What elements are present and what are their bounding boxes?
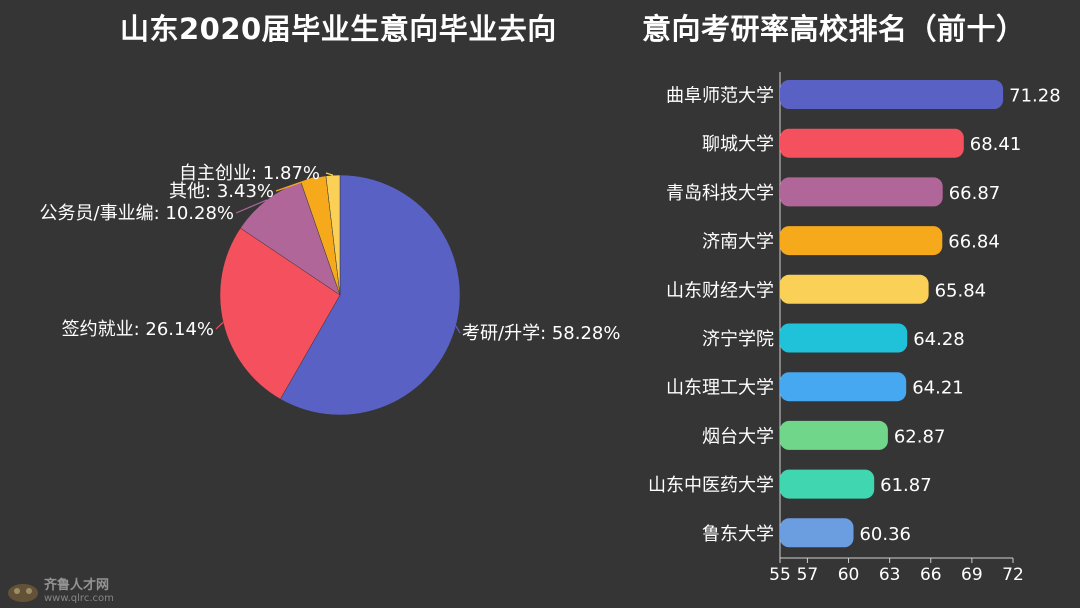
bar-category-label: 曲阜师范大学 [666,86,774,107]
bar-category-label: 山东财经大学 [666,280,774,301]
bar [780,274,929,304]
x-tick-label: 57 [797,565,819,585]
bar-category-label: 烟台大学 [702,426,774,447]
bar [780,420,888,450]
pie-slice [219,227,341,400]
pie-slice [240,181,341,296]
bar-value-label: 66.84 [948,232,1000,253]
pie-leader-line [275,177,314,192]
pie-slice-label: 签约就业: 26.14% [62,319,214,340]
logo-icon [8,583,38,602]
pie-slice-label: 考研/升学: 58.28% [462,323,620,344]
bar-value-label: 60.36 [859,524,911,545]
bar [780,469,875,499]
x-tick-label: 72 [1002,565,1024,585]
pie-leader-line [325,172,334,176]
pie-slice-label: 其他: 3.43% [169,181,274,202]
watermark-url: www.qlrc.com [44,593,114,604]
bar-value-label: 65.84 [935,280,987,301]
x-tick-label: 69 [961,565,983,585]
x-tick-label: 55 [769,565,791,585]
bar [780,80,1004,109]
bar-value-label: 64.21 [912,378,964,399]
bar [780,372,907,402]
x-tick-label: 60 [838,565,860,585]
bar-category-label: 山东中医药大学 [648,475,774,496]
bar-category-label: 青岛科技大学 [666,183,774,204]
bar-category-label: 山东理工大学 [666,378,774,399]
bar-chart-title: 意向考研率高校排名（前十） [642,12,1026,46]
bar [780,323,908,353]
bar-value-label: 66.87 [949,183,1001,204]
bar [780,128,964,158]
pie-leader-line [235,199,268,214]
watermark-brand: 齐鲁人才网 [44,578,110,593]
pie-leader-line [455,325,461,334]
x-tick-label: 66 [920,565,942,585]
bar-value-label: 68.41 [970,134,1022,155]
bar-value-label: 71.28 [1009,86,1061,107]
pie-slice-label: 自主创业: 1.87% [179,163,320,184]
bar-value-label: 64.28 [913,329,965,350]
bar [780,226,943,256]
bar-category-label: 济宁学院 [702,329,774,350]
bar [780,518,854,548]
bar-category-label: 聊城大学 [702,134,774,155]
pie-chart-title: 山东2020届毕业生意向毕业去向 [120,12,557,46]
bar-category-label: 鲁东大学 [702,524,774,545]
bar [780,177,943,207]
bar-value-label: 62.87 [894,426,946,447]
bar-value-label: 61.87 [880,475,932,496]
pie-slice-label: 公务员/事业编: 10.28% [40,203,234,224]
bar-category-label: 济南大学 [702,232,774,253]
pie-leader-line [215,321,224,330]
watermark: 齐鲁人才网 www.qlrc.com [6,579,114,604]
pie-slice [280,174,461,416]
x-tick-label: 63 [879,565,901,585]
